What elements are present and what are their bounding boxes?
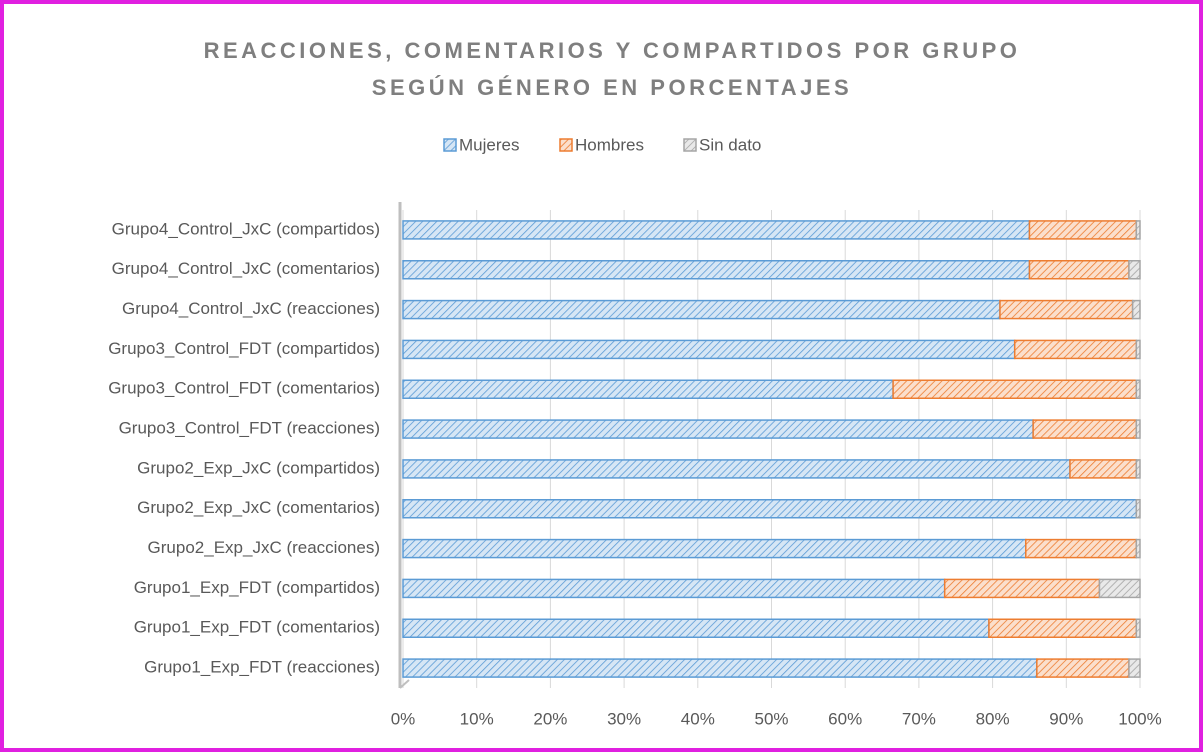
x-tick-label: 0% — [391, 709, 416, 728]
y-tick-label: Grupo4_Control_JxC (compartidos) — [112, 219, 380, 238]
bar-segment — [402, 379, 894, 399]
y-tick-label: Grupo1_Exp_FDT (reacciones) — [144, 658, 380, 677]
bar-segment — [402, 538, 1027, 559]
legend-swatch — [683, 138, 697, 152]
y-tick-label: Grupo3_Control_FDT (reacciones) — [119, 419, 380, 438]
x-tick-label: 20% — [533, 709, 567, 728]
bar-segment — [402, 658, 1038, 678]
bar-segment — [892, 379, 1138, 399]
bar-segment — [988, 618, 1138, 638]
legend-label: Hombres — [575, 135, 644, 154]
x-tick-label: 50% — [754, 709, 788, 728]
bar-segment — [402, 260, 1031, 280]
bar-segment — [1135, 459, 1141, 479]
bar-segment — [1098, 578, 1141, 599]
bar-segment — [402, 459, 1071, 479]
bar-segment — [402, 339, 1016, 360]
bar-segment — [1025, 538, 1138, 559]
y-tick-label: Grupo4_Control_JxC (comentarios) — [112, 259, 380, 278]
bar-segment — [1131, 299, 1141, 320]
bar-segment — [1069, 459, 1138, 479]
y-tick-label: Grupo3_Control_FDT (compartidos) — [108, 339, 380, 358]
x-tick-label: 40% — [681, 709, 715, 728]
bar-segment — [1135, 419, 1141, 439]
legend-label: Sin dato — [699, 135, 761, 154]
bar-segment — [1028, 260, 1130, 280]
bar-segment — [402, 299, 1001, 320]
legend-swatch — [559, 138, 573, 152]
bar-segment — [1128, 658, 1141, 678]
bar-segment — [402, 499, 1138, 519]
bar-segment — [1135, 220, 1141, 240]
bar-segment — [402, 419, 1034, 439]
bar-segment — [402, 578, 946, 599]
x-tick-label: 80% — [976, 709, 1010, 728]
bar-segment — [402, 220, 1031, 240]
bar-segment — [1032, 419, 1138, 439]
y-tick-label: Grupo2_Exp_JxC (reacciones) — [148, 538, 380, 557]
y-tick-label: Grupo1_Exp_FDT (compartidos) — [134, 578, 380, 597]
bar-segment — [402, 618, 990, 638]
bar-segment — [1135, 538, 1141, 559]
x-tick-label: 60% — [828, 709, 862, 728]
y-tick-label: Grupo3_Control_FDT (comentarios) — [108, 379, 380, 398]
bar-segment — [1135, 618, 1141, 638]
bar-segment — [1013, 339, 1138, 360]
y-tick-label: Grupo4_Control_JxC (reacciones) — [122, 299, 380, 318]
y-tick-label: Grupo2_Exp_JxC (compartidos) — [137, 458, 380, 477]
bar-segment — [999, 299, 1134, 320]
x-tick-label: 70% — [902, 709, 936, 728]
y-tick-label: Grupo2_Exp_JxC (comentarios) — [137, 498, 380, 517]
bar-segment — [943, 578, 1101, 599]
chart-title: SEGÚN GÉNERO EN PORCENTAJES — [372, 75, 852, 100]
x-tick-label: 10% — [460, 709, 494, 728]
x-tick-label: 100% — [1118, 709, 1161, 728]
axis-floor — [399, 679, 410, 689]
legend-label: Mujeres — [459, 135, 519, 154]
legend-swatch — [443, 138, 457, 152]
x-tick-label: 90% — [1049, 709, 1083, 728]
bar-segment — [1036, 658, 1130, 678]
bar-segment — [1028, 220, 1138, 240]
bar-segment — [1135, 379, 1141, 399]
chart-title: REACCIONES, COMENTARIOS Y COMPARTIDOS PO… — [204, 38, 1021, 63]
bar-segment — [1135, 339, 1141, 360]
bar-segment — [1128, 260, 1141, 280]
x-tick-label: 30% — [607, 709, 641, 728]
bar-segment — [1135, 499, 1141, 519]
y-tick-label: Grupo1_Exp_FDT (comentarios) — [134, 618, 380, 637]
